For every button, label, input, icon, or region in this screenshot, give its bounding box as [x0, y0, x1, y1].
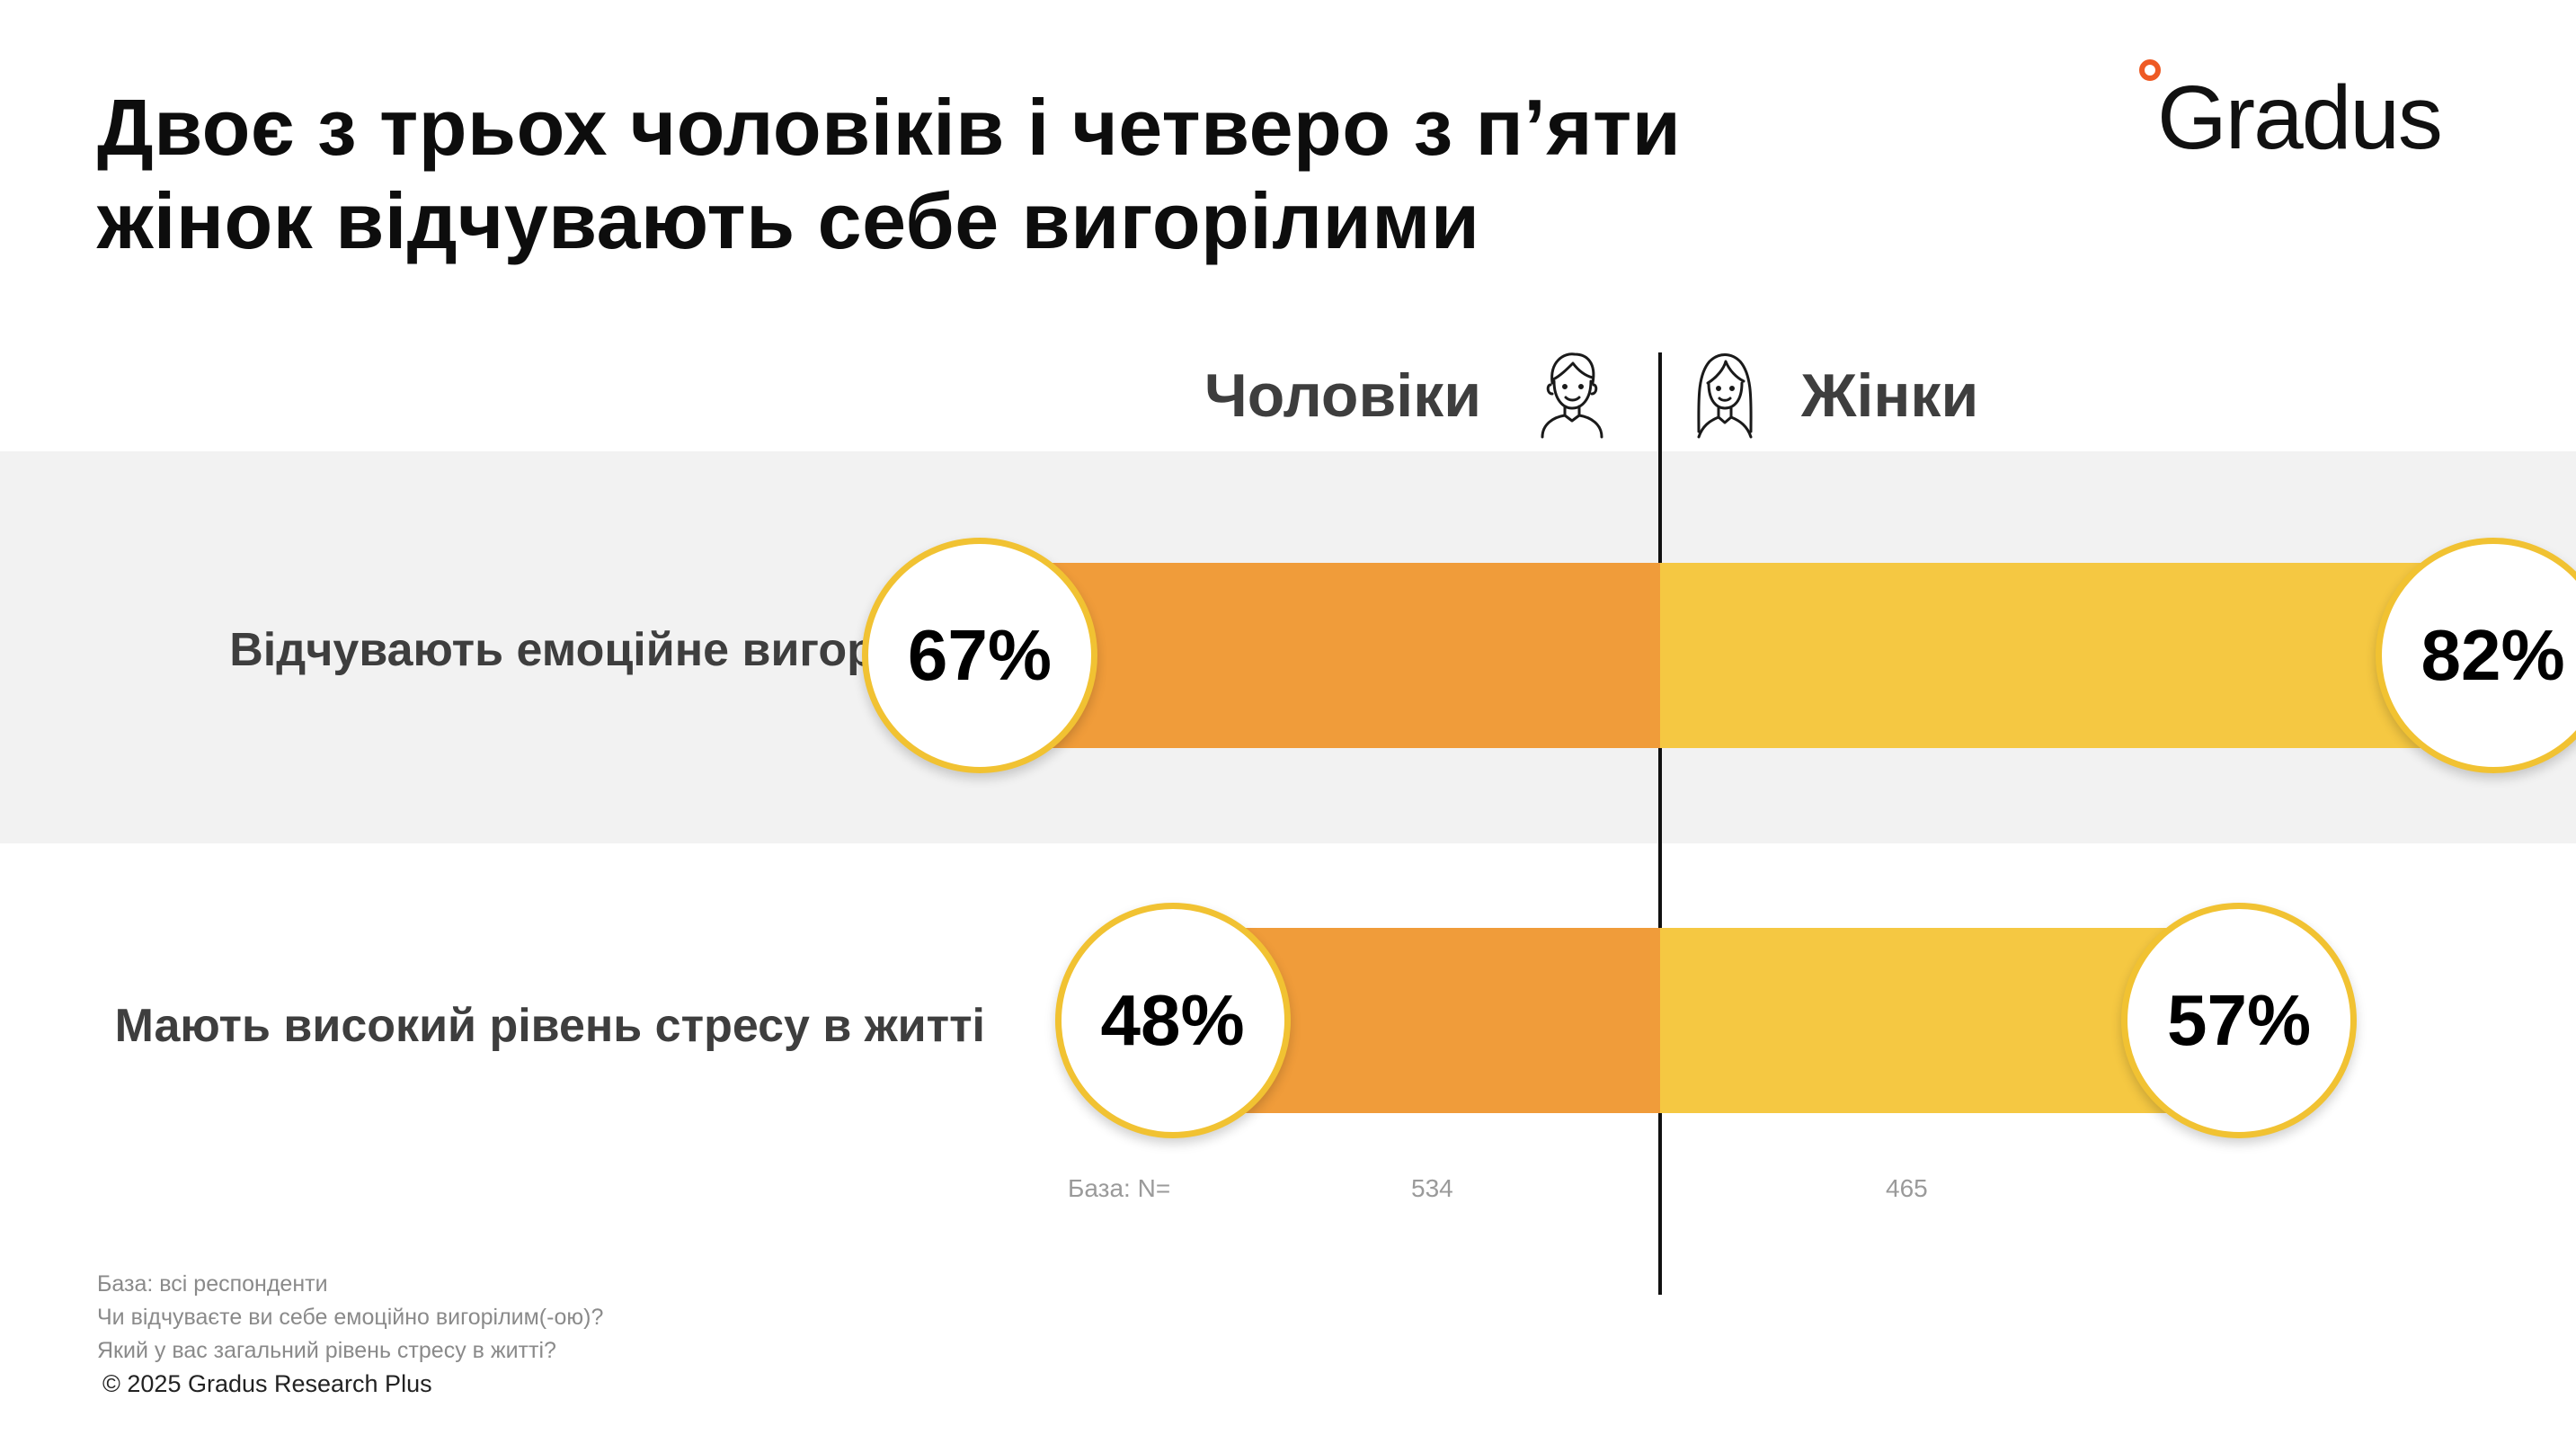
woman-outline-icon — [1697, 353, 1753, 439]
value-bubble-women: 57% — [2121, 903, 2358, 1138]
value-bubble-women: 82% — [2375, 538, 2576, 773]
footnotes: База: всі респонденти Чи відчуваєте ви с… — [97, 1268, 603, 1368]
value-bubble-men: 67% — [861, 538, 1097, 773]
copyright: © 2025 Gradus Research Plus — [102, 1370, 432, 1397]
base-women-count: 465 — [1886, 1174, 1928, 1202]
bar-women — [1660, 563, 2493, 748]
center-divider — [1658, 352, 1662, 1295]
logo-text: Gradus — [2157, 67, 2443, 168]
column-label-women: Жінки — [1801, 361, 1979, 430]
category-label: Відчувають емоційне вигорання — [229, 624, 985, 676]
category-label: Мають високий рівень стресу в житті — [114, 1000, 985, 1052]
value-bubble-men: 48% — [1054, 903, 1291, 1138]
page-title: Двоє з трьох чоловіків і четверо з п’яти… — [97, 81, 1681, 268]
base-men-count: 534 — [1411, 1174, 1453, 1202]
column-label-men: Чоловіки — [1204, 361, 1481, 430]
footnote-question-1: Чи відчуваєте ви себе емоційно вигорілим… — [97, 1305, 604, 1330]
footnote-question-2: Який у вас загальний рівень стресу в жит… — [97, 1338, 556, 1363]
title-line-2: жінок відчувають себе вигорілими — [97, 176, 1480, 265]
logo-dot-icon — [2139, 59, 2161, 81]
footnote-base: База: всі респонденти — [97, 1271, 328, 1297]
title-line-1: Двоє з трьох чоловіків і четверо з п’яти — [97, 83, 1682, 172]
gradus-logo: Gradus — [2139, 54, 2499, 171]
base-label: База: N= — [1068, 1174, 1171, 1202]
man-outline-icon — [1541, 352, 1603, 439]
